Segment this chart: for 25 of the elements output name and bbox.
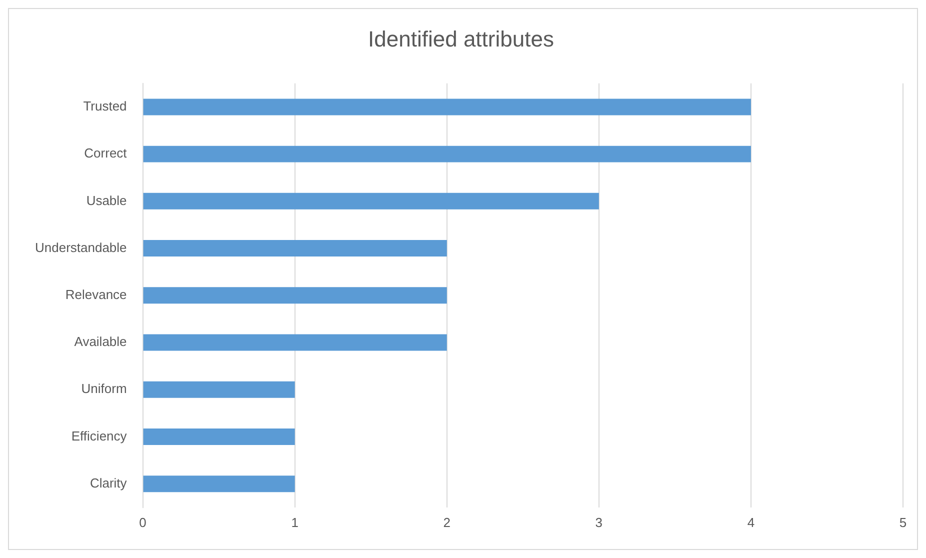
- y-tick-label: Understandable: [34, 240, 127, 255]
- y-tick-label: Available: [74, 334, 127, 350]
- y-tick-label: Uniform: [81, 381, 127, 396]
- bar: [143, 98, 751, 116]
- y-tick-label: Correct: [84, 146, 128, 161]
- x-tick-label: 3: [595, 514, 603, 530]
- y-tick-label: Trusted: [83, 98, 127, 114]
- y-tick-label: Relevance: [65, 286, 127, 302]
- x-tick-label: 4: [747, 514, 755, 530]
- y-tick-label: Efficiency: [71, 428, 128, 444]
- y-tick-label: Clarity: [90, 475, 128, 490]
- x-tick-label: 2: [443, 514, 450, 530]
- bar: [143, 146, 751, 162]
- x-tick-label: 5: [899, 514, 907, 530]
- x-tick-label: 0: [139, 514, 146, 530]
- bar: [143, 287, 447, 304]
- chart-title: Identified attributes: [368, 26, 554, 52]
- bar: [143, 192, 599, 210]
- bar: [143, 240, 447, 257]
- y-tick-label: Usable: [86, 192, 127, 208]
- bar: [143, 334, 447, 351]
- bar: [143, 476, 295, 492]
- bar: [143, 381, 295, 398]
- x-tick-label: 1: [291, 514, 298, 530]
- bar: [143, 428, 295, 445]
